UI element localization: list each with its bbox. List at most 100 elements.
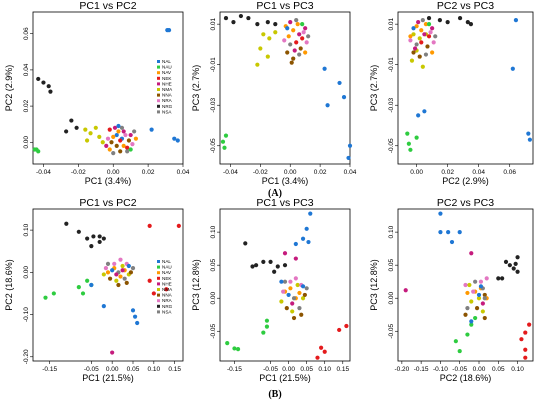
- legend-swatch-nrg: [157, 304, 160, 308]
- data-point-nau: [223, 133, 229, 138]
- x-tick-label: 0.04: [344, 169, 357, 176]
- x-tick-label: -0.10: [433, 366, 448, 373]
- data-point-nsa: [132, 129, 137, 134]
- data-point-nau: [51, 291, 56, 296]
- x-tick-label: 0.04: [472, 169, 485, 176]
- x-tick-label: 0.00: [106, 366, 119, 373]
- data-point-nma: [261, 32, 266, 37]
- y-axis-label: PC2 (18.6%): [4, 259, 14, 311]
- data-point-nma: [300, 296, 306, 301]
- legend-swatch-nsa: [157, 110, 160, 114]
- y-tick-label: 0.00: [23, 136, 30, 149]
- y-tick-label: 0.05: [210, 258, 217, 271]
- data-point-nra: [105, 136, 111, 141]
- y-tick-label: -0.01: [210, 57, 217, 72]
- legend-swatch-nek: [157, 76, 160, 80]
- legend-label-nav: NAV: [162, 270, 172, 275]
- data-point-nav: [111, 134, 116, 139]
- data-point-nal: [116, 123, 121, 129]
- data-point-nrg: [273, 22, 278, 27]
- data-point-nav: [419, 28, 424, 33]
- data-point-nek: [147, 278, 152, 283]
- y-tick-label: 0.04: [23, 63, 30, 76]
- data-point-nrg: [97, 239, 102, 245]
- data-point-nal: [341, 95, 347, 100]
- x-tick-label: 0.05: [492, 366, 505, 373]
- data-point-nma: [114, 278, 119, 283]
- legend-swatch-nna: [157, 293, 160, 297]
- data-point-nma: [469, 299, 474, 304]
- data-point-nma: [295, 282, 300, 288]
- data-point-nna: [128, 270, 134, 275]
- data-point-nna: [114, 143, 119, 149]
- data-point-nav: [107, 147, 112, 152]
- data-point-nra: [431, 40, 436, 45]
- data-point-nma: [267, 36, 272, 41]
- data-point-nrg: [41, 80, 46, 85]
- data-point-nma: [417, 36, 422, 41]
- data-point-nau: [473, 315, 478, 321]
- x-tick-label: -0.15: [42, 366, 57, 373]
- data-point-nal: [101, 304, 106, 309]
- data-point-nal: [457, 230, 462, 235]
- data-point-nma: [258, 46, 263, 51]
- data-point-nrg: [36, 76, 41, 82]
- data-point-nal: [279, 279, 284, 284]
- data-point-nal: [149, 127, 154, 132]
- data-point-nau: [264, 324, 270, 329]
- data-point-nek: [344, 323, 349, 329]
- data-point-nra: [463, 282, 468, 288]
- data-point-nhe: [412, 46, 418, 51]
- data-point-nal: [300, 284, 306, 289]
- data-point-nek: [147, 223, 152, 228]
- data-point-nek: [523, 347, 528, 352]
- data-point-nav: [121, 143, 126, 149]
- data-point-nrg: [275, 264, 280, 269]
- data-point-nna: [482, 292, 487, 298]
- y-tick-label: -0.01: [388, 57, 395, 72]
- x-tick-label: 0.15: [168, 366, 181, 373]
- y-tick-label: 0.10: [210, 225, 217, 238]
- data-point-nal: [165, 27, 170, 33]
- data-point-nrg: [445, 20, 450, 25]
- data-point-nal: [476, 292, 482, 298]
- legend-swatch-nek: [157, 276, 160, 280]
- legend-swatch-nsa: [157, 310, 160, 314]
- legend-label-nhe: NHE: [162, 281, 172, 286]
- legend-label-nal: NAL: [162, 259, 171, 264]
- data-point-nav: [105, 270, 111, 275]
- data-point-nal: [422, 109, 427, 114]
- data-point-nav: [116, 129, 121, 134]
- data-point-nek: [523, 330, 528, 335]
- data-point-nsa: [304, 286, 309, 291]
- data-point-nra: [304, 40, 309, 45]
- data-point-nrg: [503, 259, 509, 264]
- data-point-nal: [285, 26, 290, 31]
- data-point-nal: [416, 113, 421, 118]
- y-tick-label: 0.02: [23, 99, 30, 112]
- data-point-nrg: [507, 263, 512, 268]
- data-point-nau: [232, 346, 237, 351]
- data-point-nna: [107, 276, 113, 281]
- data-point-nhe: [416, 20, 421, 25]
- legend-label-nna: NNA: [162, 293, 173, 298]
- legend-label-nek: NEK: [162, 76, 172, 81]
- data-point-nav: [423, 22, 429, 27]
- data-point-nsa: [288, 42, 293, 47]
- data-point-nma: [279, 299, 284, 304]
- data-point-nal: [325, 103, 330, 108]
- data-point-nhe: [293, 256, 298, 261]
- data-point-nau: [300, 22, 305, 27]
- data-point-nma: [100, 140, 105, 145]
- plot-frame: [219, 11, 351, 165]
- data-point-nau: [43, 295, 48, 300]
- legend-swatch-nma: [157, 288, 160, 291]
- data-point-nma: [83, 127, 88, 132]
- y-tick-label: -0.03: [210, 97, 217, 112]
- data-point-nrg: [254, 263, 259, 268]
- y-tick-label: -0.05: [210, 323, 217, 338]
- data-point-nav: [430, 50, 435, 55]
- data-point-nsa: [291, 296, 297, 301]
- data-point-nek: [294, 40, 299, 45]
- x-tick-label: 0.00: [282, 366, 295, 373]
